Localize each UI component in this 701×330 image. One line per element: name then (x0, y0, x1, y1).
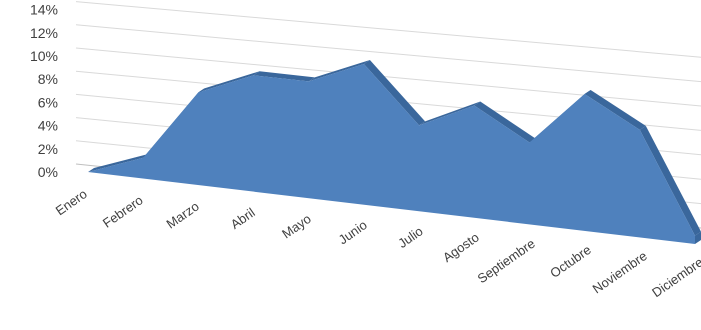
y-tick-label: 4% (38, 118, 58, 134)
y-tick-label: 10% (30, 48, 58, 64)
gridline (75, 1, 701, 58)
area-depth-face (419, 101, 481, 126)
x-tick-label: Octubre (547, 242, 593, 281)
area-depth-face (584, 89, 646, 130)
area-side-face (695, 231, 701, 244)
x-tick-label: Noviembre (590, 248, 650, 296)
area-depth-face (474, 101, 536, 143)
y-tick-label: 0% (38, 164, 58, 180)
area-series (88, 60, 701, 244)
area-depth-face (198, 71, 260, 93)
y-tick-label: 2% (38, 141, 58, 157)
x-tick-label: Septiembre (475, 236, 538, 286)
x-tick-label: Julio (395, 223, 426, 251)
x-tick-label: Mayo (279, 211, 314, 242)
y-tick-label: 12% (30, 25, 58, 41)
x-tick-label: Enero (53, 186, 90, 218)
area-front-face (88, 64, 695, 244)
area-depth-face (363, 60, 426, 126)
area-depth-face (639, 125, 701, 236)
y-tick-label: 8% (38, 71, 58, 87)
x-tick-label: Diciembre (649, 254, 701, 300)
x-tick-label: Marzo (164, 199, 202, 232)
x-tick-label: Agosto (440, 230, 482, 266)
area-depth-face (253, 71, 315, 82)
y-axis-ticks: 0% 2% 4% 6% 8% 10% 12% 14% (30, 2, 58, 180)
y-tick-label: 6% (38, 94, 58, 110)
x-tick-label: Junio (336, 217, 370, 247)
area-depth-face (88, 153, 150, 172)
x-tick-label: Febrero (100, 192, 146, 230)
y-tick-label: 14% (30, 2, 58, 18)
x-tick-label: Abril (228, 205, 258, 232)
gridline (75, 24, 701, 83)
area-depth-face (308, 60, 370, 82)
